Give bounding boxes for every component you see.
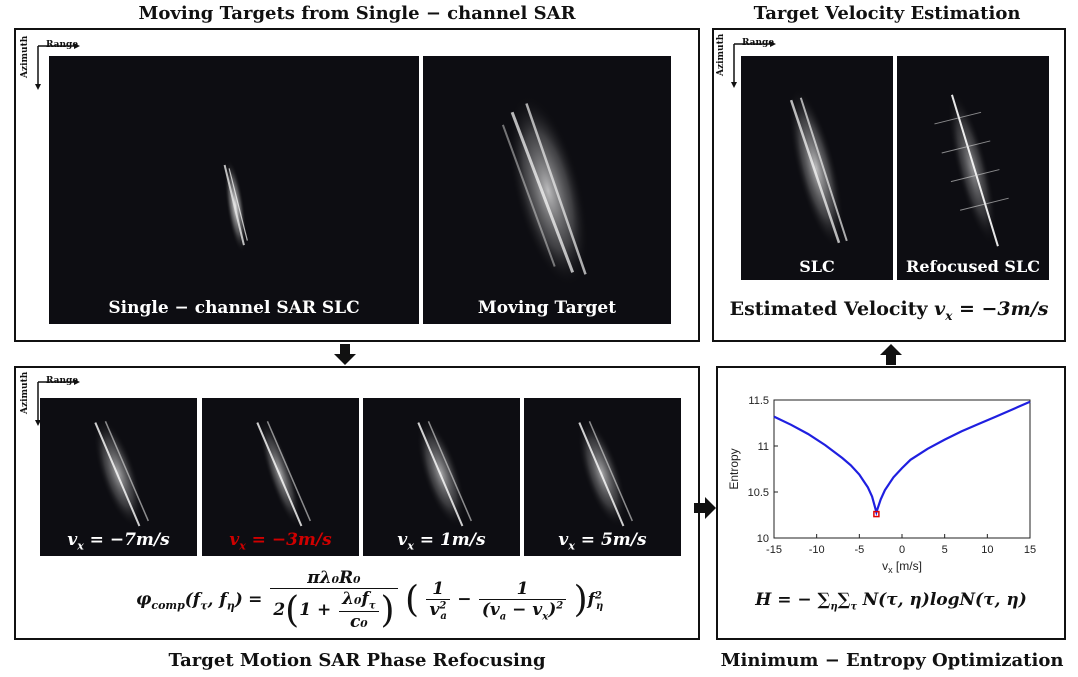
- x-tick-label: -15: [766, 544, 782, 556]
- refocus-caption-sub: x: [239, 539, 246, 552]
- refocus-caption-var: v: [229, 529, 240, 550]
- refocus-caption-var: v: [558, 529, 569, 550]
- refocus-caption-sub: x: [77, 539, 84, 552]
- formula-inner-num: λ₀fτ: [339, 589, 379, 613]
- formula-args-open: (f: [184, 589, 201, 610]
- formula-fraction-3-den-text: (v: [481, 599, 500, 620]
- x-tick-label: 0: [899, 544, 905, 556]
- estimated-velocity-sub: x: [945, 308, 953, 323]
- refocus-caption-1: vx = −7m/s: [40, 530, 197, 552]
- x-tick-label: 15: [1024, 544, 1036, 556]
- azimuth-label: Azimuth: [716, 33, 726, 76]
- azimuth-label: Azimuth: [20, 371, 30, 414]
- y-tick-label: 11.5: [748, 395, 769, 407]
- y-tick-label: 10.5: [748, 487, 769, 499]
- estimated-velocity-label: Estimated Velocity: [729, 298, 928, 320]
- refocus-caption-sub: x: [568, 539, 575, 552]
- x-axis-label-sub: x: [888, 565, 893, 575]
- formula-fraction-3-num: 1: [478, 579, 567, 600]
- refocus-caption-value: = −3m/s: [245, 529, 332, 550]
- entropy-chart: -15 -10 -5 0 5 10 15 10 10.5 11 11.5 Entropy vx [m/s…: [727, 395, 1036, 575]
- formula-tail: f2η: [587, 589, 604, 613]
- range-label: Range: [742, 38, 775, 48]
- y-axis-label: Entropy: [727, 448, 741, 489]
- refocus-caption-value: = 5m/s: [574, 529, 647, 550]
- caption-refocused-slc: Refocused SLC: [906, 257, 1040, 276]
- x-axis-label: vx [m/s]: [882, 559, 922, 575]
- y-tick-label: 10: [757, 533, 769, 545]
- up-arrow-icon: [880, 344, 902, 365]
- axis-arrows-icon: [731, 41, 776, 88]
- x-tick-label: 10: [981, 544, 993, 556]
- refocus-image-4: vx = 5m/s: [524, 398, 681, 556]
- entropy-minimum-marker: [873, 510, 880, 518]
- panel-phase-refocusing: Range Azimuth vx = −7m/s vx = −3m/s vx = 1…: [14, 366, 700, 640]
- range-label: Range: [46, 40, 79, 50]
- y-tick-label: 11: [758, 441, 769, 453]
- refocus-image-1: vx = −7m/s: [40, 398, 197, 556]
- phase-compensation-formula: φcomp(fτ, fη) = πλ₀R₀ 2(1 + λ₀fτ c₀) ( 1 …: [136, 568, 604, 633]
- range-label: Range: [46, 376, 79, 386]
- caption-slc: SLC: [799, 257, 835, 276]
- title-top-right: Target Velocity Estimation: [753, 3, 1021, 24]
- formula-fraction-2: 1 v2a: [426, 579, 450, 622]
- formula-fraction-2-den: v2a: [429, 599, 447, 622]
- formula-fraction-1-den: 2(1 + λ₀fτ c₀): [273, 589, 395, 633]
- entropy-formula-rest: N(τ, η)logN(τ, η): [862, 590, 1027, 610]
- formula-fraction-1-num: πλ₀R₀: [270, 568, 398, 589]
- x-tick-label: -10: [809, 544, 825, 556]
- sar-refocused-slc-image: Refocused SLC: [897, 56, 1049, 280]
- refocus-caption-4: vx = 5m/s: [524, 530, 681, 552]
- title-bottom-right: Minimum − Entropy Optimization: [720, 650, 1064, 671]
- refocus-caption-var: v: [397, 529, 408, 550]
- down-arrow-icon: [334, 344, 356, 365]
- formula-phi: φ: [136, 589, 152, 610]
- refocus-caption-value: = −7m/s: [83, 529, 170, 550]
- refocus-image-3: vx = 1m/s: [363, 398, 520, 556]
- axis-arrows-icon: [35, 379, 80, 426]
- x-axis-label-var: v: [882, 559, 888, 573]
- entropy-formula-lhs: H = − ∑: [755, 590, 831, 610]
- refocus-image-2: vx = −3m/s: [202, 398, 359, 556]
- estimated-velocity-var: v: [934, 298, 946, 320]
- sar-moving-target-image: Moving Target: [423, 56, 671, 324]
- sar-slc-small-image: SLC: [741, 56, 893, 280]
- formula-fraction-3-den: (va − vx)2: [481, 599, 564, 622]
- refocus-caption-2: vx = −3m/s: [202, 530, 359, 552]
- estimated-velocity-text: Estimated Velocity vx = −3m/s: [714, 298, 1064, 323]
- refocus-caption-value: = 1m/s: [413, 529, 486, 550]
- caption-moving-target: Moving Target: [477, 298, 617, 318]
- azimuth-label: Azimuth: [20, 35, 30, 78]
- formula-args: (fτ, fη): [184, 589, 243, 613]
- entropy-series-line: [773, 400, 1031, 516]
- formula-inner-num-text: λ₀f: [342, 589, 369, 609]
- title-top-left: Moving Targets from Single − channel SAR: [138, 3, 576, 24]
- sar-slc-image: Single − channel SAR SLC: [49, 56, 419, 324]
- panel-velocity-estimation: Range Azimuth SLC Refocused SLC: [712, 28, 1066, 342]
- right-arrow-icon: [694, 497, 716, 519]
- panel-entropy-optimization: -15 -10 -5 0 5 10 15 10 10.5 11 11.5 Entropy vx [m/s…: [716, 366, 1066, 640]
- formula-tail-text: f: [587, 589, 595, 610]
- formula-inner-den: c₀: [349, 612, 368, 633]
- formula-fraction-1: πλ₀R₀ 2(1 + λ₀fτ c₀): [270, 568, 398, 633]
- panel-single-channel-sar: Range Azimuth Single − channel SAR SLC: [14, 28, 700, 342]
- formula-fraction-2-num: 1: [426, 579, 450, 600]
- x-tick-label: 5: [942, 544, 948, 556]
- formula-fraction-3: 1 (va − vx)2: [478, 579, 567, 622]
- caption-single-channel-slc: Single − channel SAR SLC: [108, 298, 360, 318]
- title-bottom-left: Target Motion SAR Phase Refocusing: [168, 650, 546, 671]
- estimated-velocity-value: = −3m/s: [952, 298, 1049, 320]
- entropy-formula: H = − ∑η∑τ N(τ, η)logN(τ, η): [755, 590, 1027, 613]
- formula-fraction-2-den-text: v: [429, 599, 440, 620]
- x-axis-label-unit: [m/s]: [893, 559, 922, 573]
- x-tick-label: -5: [854, 544, 864, 556]
- refocus-caption-sub: x: [407, 539, 414, 552]
- formula-phi-sub: comp: [151, 599, 185, 613]
- refocus-caption-3: vx = 1m/s: [363, 530, 520, 552]
- formula-equals: =: [248, 589, 269, 610]
- formula-den-prefix: 2: [273, 600, 286, 621]
- axis-arrows-icon: [35, 43, 80, 90]
- refocus-caption-var: v: [67, 529, 78, 550]
